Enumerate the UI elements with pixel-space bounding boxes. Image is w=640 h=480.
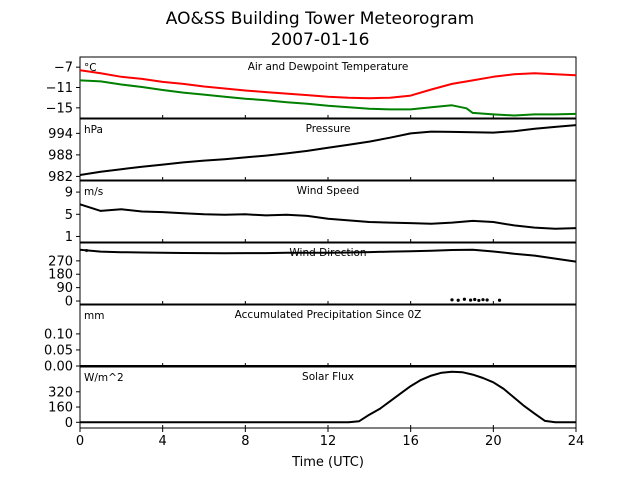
series-line-wind_speed-0 — [80, 203, 576, 230]
panel-title: Accumulated Precipitation Since 0Z — [235, 309, 422, 321]
panel-precip: 0.100.05 0.00 mm Accumulated Precipitation … — [44, 304, 577, 375]
x-tick-label: 4 — [159, 434, 167, 449]
y-tick-label: 180 — [48, 268, 73, 283]
panel-unit-label: hPa — [84, 124, 103, 136]
series-line-temp-0 — [80, 69, 576, 100]
y-tick-label: 982 — [48, 170, 73, 185]
x-tick-label: 20 — [485, 434, 502, 449]
chart-date: 2007-01-16 — [271, 30, 370, 50]
panel-unit-label: mm — [84, 310, 104, 322]
data-point — [456, 298, 460, 302]
data-point — [485, 298, 489, 302]
data-point — [462, 297, 466, 301]
y-tick-label: 270 — [48, 254, 73, 269]
panel-unit-label: °C — [84, 62, 97, 74]
chart-title: AO&SS Building Tower Meteorogram — [166, 9, 474, 29]
y-tick-label: −15 — [46, 101, 73, 116]
y-tick-label: −11 — [46, 81, 73, 96]
data-point — [497, 298, 502, 302]
y-tick-label: 994 — [48, 127, 73, 142]
panel-title: Air and Dewpoint Temperature — [248, 61, 409, 73]
y-tick-label: −7 — [54, 61, 73, 76]
x-tick-label: 16 — [402, 434, 419, 449]
y-tick-label: 9 — [65, 186, 73, 201]
y-tick-label: 988 — [48, 148, 73, 163]
series-line-temp-1 — [80, 79, 576, 117]
x-tick-label: 0 — [76, 434, 84, 449]
x-axis: 0 4 8 12 16 20 24 — [76, 428, 584, 449]
panels-group: −7−11−15°C Air and Dewpoint Temperature99… — [44, 56, 577, 431]
series-line-wind_dir-0 — [80, 248, 576, 263]
y-tick-label: 160 — [48, 401, 73, 416]
y-tick-label: 0.05 — [44, 343, 73, 358]
y-tick-label: 0.10 — [44, 327, 73, 342]
series-line-pressure-0 — [80, 124, 576, 176]
panel-temp: −7 −11 −15 °C Air and Dewpoint Temperature — [46, 56, 577, 119]
data-point — [481, 298, 485, 302]
panel-wind_speed: 9 5 1 m/s Wind Speed — [65, 180, 577, 245]
y-tick-label: 320 — [48, 385, 73, 400]
panel-title: Solar Flux — [302, 371, 354, 383]
x-tick-label: 8 — [241, 434, 249, 449]
panel-unit-label: W/m^2 — [84, 372, 124, 384]
panel-unit-label: m/s — [84, 186, 103, 198]
y-tick-label: 0 — [65, 416, 73, 431]
data-point — [477, 298, 481, 303]
y-tick-label: 90 — [56, 281, 73, 296]
y-tick-label: 0.00 — [44, 360, 73, 375]
panel-unit-label: ° — [84, 248, 89, 260]
data-point — [473, 297, 477, 302]
series-line-solar-0 — [80, 370, 576, 424]
panel-title: Wind Direction — [289, 247, 366, 259]
x-tick-label: 12 — [320, 434, 337, 449]
x-axis-label: Time (UTC) — [291, 455, 364, 470]
y-tick-label: 1 — [65, 230, 73, 245]
x-tick-label: 24 — [568, 434, 585, 449]
y-tick-label: 0 — [65, 295, 73, 310]
data-point — [469, 298, 473, 302]
y-tick-label: 5 — [65, 208, 73, 223]
data-point — [450, 298, 454, 302]
panel-pressure: 994 988 982 hPa Pressure — [48, 118, 577, 185]
panel-title: Wind Speed — [297, 185, 360, 197]
panel-title: Pressure — [306, 123, 351, 135]
